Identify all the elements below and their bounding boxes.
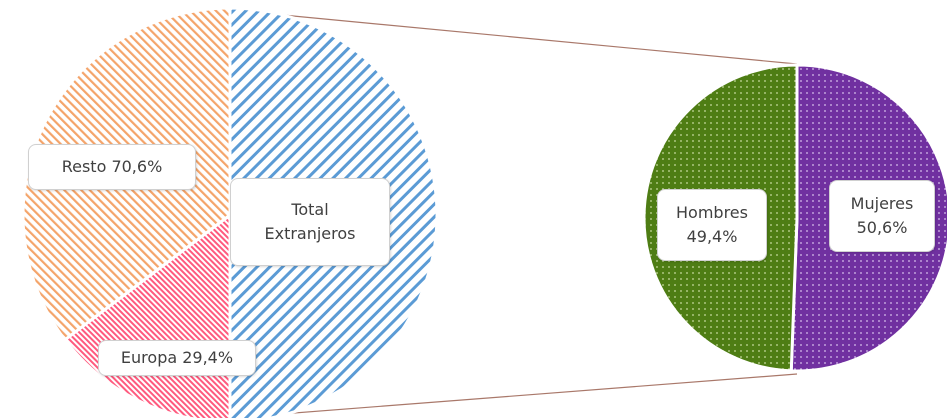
- slice-label-hombres-line1: Hombres: [676, 203, 748, 222]
- slice-label-hombres: Hombres 49,4%: [657, 189, 767, 261]
- slice-label-total-line1: Total: [291, 200, 329, 219]
- slice-label-mujeres: Mujeres 50,6%: [829, 180, 935, 252]
- slice-label-mujeres-line1: Mujeres: [850, 194, 914, 213]
- slice-label-europa-text: Europa 29,4%: [120, 348, 234, 367]
- slice-label-total-extranjeros: Total Extranjeros: [230, 178, 390, 266]
- slice-label-resto: Resto 70,6%: [28, 144, 196, 190]
- pie-outline: [22, 7, 438, 418]
- connector-line-bottom: [229, 373, 798, 418]
- slice-label-mujeres-line2: 50,6%: [856, 218, 908, 237]
- slice-label-resto-text: Resto 70,6%: [61, 157, 163, 176]
- slice-label-total-line2: Extranjeros: [264, 224, 356, 243]
- connector-line-top: [229, 9, 798, 65]
- pie-outline: [643, 64, 947, 372]
- slice-label-hombres-line2: 49,4%: [686, 227, 738, 246]
- slice-label-europa: Europa 29,4%: [98, 340, 256, 376]
